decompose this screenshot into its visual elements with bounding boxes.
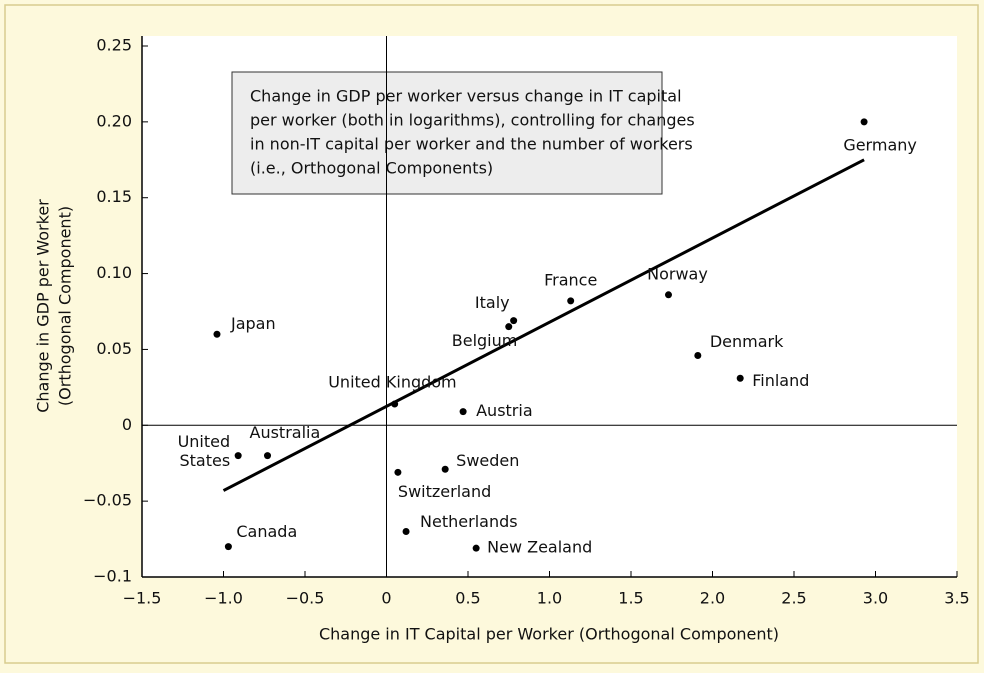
point-label: Norway bbox=[647, 264, 708, 283]
y-tick-label: −0.05 bbox=[83, 491, 132, 510]
point bbox=[391, 400, 399, 408]
y-tick-label: −0.1 bbox=[93, 567, 132, 586]
point-label: France bbox=[544, 270, 597, 289]
point bbox=[213, 330, 221, 338]
y-axis-label: Change in GDP per Worker bbox=[34, 199, 53, 413]
y-tick-label: 0 bbox=[122, 415, 132, 434]
point-label: Netherlands bbox=[420, 512, 518, 531]
x-tick-label: 2.0 bbox=[700, 589, 725, 608]
x-tick-label: 2.5 bbox=[781, 589, 806, 608]
point-label-box: United States bbox=[177, 431, 231, 470]
point-label: Italy bbox=[475, 293, 510, 312]
x-tick-label: 1.0 bbox=[537, 589, 562, 608]
point-label: New Zealand bbox=[487, 538, 592, 557]
trend-line bbox=[222, 158, 865, 492]
point bbox=[694, 351, 702, 359]
annotation-line: per worker (both in logarithms), control… bbox=[250, 111, 695, 130]
y-axis-label: (Orthogonal Component) bbox=[56, 206, 75, 406]
point-label: Japan bbox=[230, 314, 276, 333]
point-label: United Kingdom bbox=[328, 373, 456, 392]
point bbox=[664, 291, 672, 299]
point-label: Finland bbox=[752, 371, 809, 390]
y-tick-label: 0.15 bbox=[96, 187, 132, 206]
x-tick-label: −1.5 bbox=[123, 589, 162, 608]
point bbox=[459, 408, 467, 416]
point-label: Switzerland bbox=[398, 482, 491, 501]
annotation-line: (i.e., Orthogonal Components) bbox=[250, 159, 493, 178]
y-tick-label: 0.25 bbox=[96, 36, 132, 55]
x-tick-label: 1.5 bbox=[618, 589, 643, 608]
point-label: Germany bbox=[843, 135, 917, 154]
point bbox=[394, 468, 402, 476]
annotation-line: Change in GDP per worker versus change i… bbox=[250, 87, 682, 106]
point bbox=[264, 452, 272, 460]
annotation-box bbox=[231, 71, 663, 195]
point-label: Sweden bbox=[456, 451, 519, 470]
y-tick-label: 0.05 bbox=[96, 339, 132, 358]
y-tick-label: 0.10 bbox=[96, 263, 132, 282]
point-label: Australia bbox=[250, 423, 321, 442]
x-tick-label: 0 bbox=[381, 589, 391, 608]
point bbox=[472, 544, 480, 552]
annotation-line: in non-IT capital per worker and the num… bbox=[250, 135, 693, 154]
point-label: Belgium bbox=[452, 331, 518, 350]
point-label: Austria bbox=[476, 401, 533, 420]
point-label: United States bbox=[177, 431, 231, 470]
point bbox=[505, 323, 513, 331]
point bbox=[567, 297, 575, 305]
point-label: Denmark bbox=[710, 332, 784, 351]
point bbox=[441, 465, 449, 473]
y-tick-label: 0.20 bbox=[96, 111, 132, 130]
x-tick-label: 3.5 bbox=[944, 589, 969, 608]
point bbox=[860, 118, 868, 126]
x-tick-label: −1.0 bbox=[204, 589, 243, 608]
point bbox=[736, 374, 744, 382]
x-tick-label: 0.5 bbox=[455, 589, 480, 608]
point bbox=[510, 317, 518, 325]
point bbox=[402, 527, 410, 535]
x-tick-label: 3.0 bbox=[863, 589, 888, 608]
point bbox=[224, 543, 232, 551]
point bbox=[234, 452, 242, 460]
point-label: Canada bbox=[236, 522, 297, 541]
x-axis-label: Change in IT Capital per Worker (Orthogo… bbox=[319, 625, 779, 644]
x-tick-label: −0.5 bbox=[286, 589, 325, 608]
